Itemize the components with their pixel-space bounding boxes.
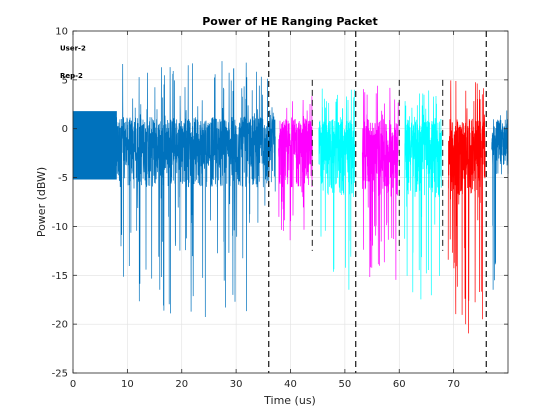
- ticks: 0 10 20 30 40 50 60 70 -25 -20 -15 -10 -5 0 5 10: [52, 27, 508, 390]
- y-tick-label: 0: [62, 124, 68, 135]
- annotation-label: Rep-2: [60, 72, 83, 80]
- x-tick-label: 30: [230, 379, 243, 390]
- x-tick-label: 40: [284, 379, 297, 390]
- y-tick-label: -10: [52, 222, 68, 233]
- power-trace-segment: [318, 88, 356, 290]
- power-trace-segment: [278, 96, 313, 241]
- power-trace-segment: [404, 90, 442, 300]
- x-axis-label: Time (us): [263, 394, 316, 407]
- x-tick-label: 10: [121, 379, 134, 390]
- y-tick-label: 10: [55, 27, 68, 38]
- x-tick-label: 60: [393, 379, 406, 390]
- power-trace-segment: [491, 110, 509, 290]
- y-tick-label: -5: [58, 173, 68, 184]
- power-trace-segment: [72, 111, 117, 180]
- chart-title: Power of HE Ranging Packet: [202, 15, 378, 28]
- y-tick-label: -25: [52, 369, 68, 380]
- field-boundaries: [268, 31, 487, 373]
- y-tick-label: 5: [62, 75, 68, 86]
- power-trace-segment: [268, 107, 276, 192]
- x-tick-label: 0: [70, 379, 76, 390]
- power-trace-segment: [447, 80, 486, 334]
- y-tick-label: -15: [52, 271, 68, 282]
- y-tick-label: -20: [52, 320, 68, 331]
- x-tick-label: 20: [175, 379, 188, 390]
- power-trace-segment: [116, 61, 270, 318]
- y-axis-label: Power (dBW): [35, 167, 48, 237]
- x-tick-label: 50: [339, 379, 352, 390]
- x-tick-label: 70: [447, 379, 460, 390]
- power-traces: [72, 61, 509, 334]
- power-trace-segment: [361, 85, 399, 280]
